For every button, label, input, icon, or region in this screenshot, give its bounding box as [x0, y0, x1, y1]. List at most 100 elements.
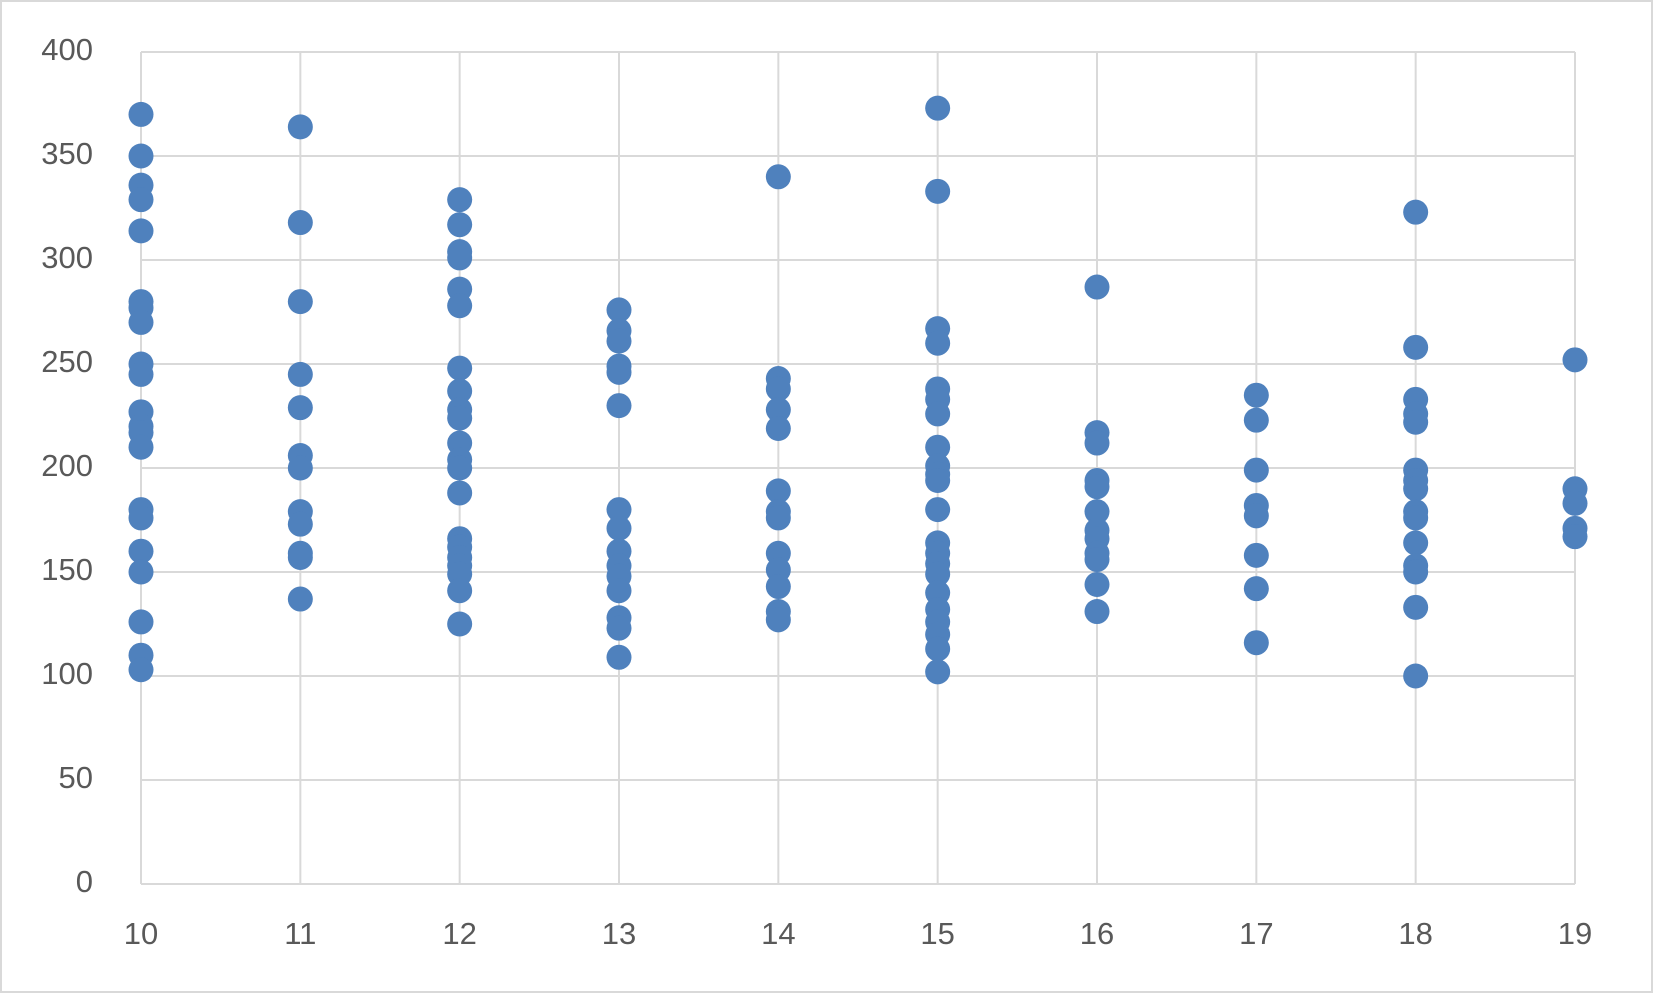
point — [925, 178, 951, 204]
point — [128, 657, 154, 683]
y-tick-label: 250 — [41, 344, 93, 379]
point — [925, 330, 951, 356]
point — [1243, 630, 1269, 656]
point — [447, 405, 473, 431]
x-tick-label: 10 — [124, 916, 158, 951]
point — [447, 455, 473, 481]
point — [765, 376, 791, 402]
y-tick-label: 150 — [41, 552, 93, 587]
point — [1084, 430, 1110, 456]
point — [447, 187, 473, 213]
point — [1403, 476, 1429, 502]
y-tick-label: 350 — [41, 136, 93, 171]
point — [606, 578, 632, 604]
point — [447, 378, 473, 404]
point — [128, 434, 154, 460]
y-tick-label: 0 — [76, 864, 93, 899]
point — [447, 355, 473, 381]
point — [1403, 594, 1429, 620]
point — [1084, 499, 1110, 525]
y-tick-label: 200 — [41, 448, 93, 483]
point — [925, 561, 951, 587]
point — [1403, 505, 1429, 531]
point — [287, 544, 313, 570]
point — [765, 505, 791, 531]
point — [128, 609, 154, 635]
point — [606, 359, 632, 385]
point — [1084, 547, 1110, 573]
x-tick-label: 17 — [1239, 916, 1273, 951]
point — [925, 659, 951, 685]
x-tick-label: 12 — [442, 916, 476, 951]
y-tick-label: 100 — [41, 656, 93, 691]
point — [925, 95, 951, 121]
y-tick-label: 50 — [59, 760, 93, 795]
point — [1403, 530, 1429, 556]
point — [925, 636, 951, 662]
x-tick-label: 11 — [284, 916, 316, 951]
x-tick-label: 16 — [1080, 916, 1114, 951]
point — [1084, 599, 1110, 625]
point — [287, 289, 313, 315]
point — [1562, 490, 1588, 516]
point — [606, 615, 632, 641]
point — [1403, 334, 1429, 360]
point — [128, 218, 154, 244]
point — [925, 401, 951, 427]
point — [287, 361, 313, 387]
point — [287, 114, 313, 140]
point — [765, 397, 791, 423]
point — [1403, 409, 1429, 435]
point — [447, 212, 473, 238]
point — [128, 187, 154, 213]
point — [128, 101, 154, 127]
point — [606, 393, 632, 419]
y-tick-label: 300 — [41, 240, 93, 275]
point — [925, 434, 951, 460]
point — [128, 143, 154, 169]
point — [765, 164, 791, 190]
x-tick-label: 19 — [1558, 916, 1592, 951]
point — [287, 395, 313, 421]
point — [765, 607, 791, 633]
point — [128, 361, 154, 387]
point — [606, 497, 632, 523]
point — [606, 328, 632, 354]
point — [1403, 199, 1429, 225]
point — [1562, 524, 1588, 550]
point — [765, 415, 791, 441]
point — [1084, 571, 1110, 597]
point — [447, 293, 473, 319]
point — [1243, 457, 1269, 483]
point — [925, 467, 951, 493]
x-tick-label: 14 — [761, 916, 795, 951]
point — [1243, 542, 1269, 568]
point — [447, 480, 473, 506]
point — [128, 538, 154, 564]
point — [606, 644, 632, 670]
point — [1403, 559, 1429, 585]
point — [1243, 382, 1269, 408]
point — [1403, 663, 1429, 689]
x-tick-label: 18 — [1398, 916, 1432, 951]
point — [765, 478, 791, 504]
point — [1084, 274, 1110, 300]
point — [1243, 407, 1269, 433]
point — [447, 578, 473, 604]
point — [128, 309, 154, 335]
point — [287, 455, 313, 481]
point — [1243, 576, 1269, 602]
point — [447, 611, 473, 637]
point — [1562, 347, 1588, 373]
point — [765, 574, 791, 600]
y-tick-label: 400 — [41, 32, 93, 67]
point — [447, 245, 473, 271]
point — [287, 586, 313, 612]
x-tick-label: 13 — [602, 916, 636, 951]
point — [925, 497, 951, 523]
x-tick-label: 15 — [920, 916, 954, 951]
point — [606, 515, 632, 541]
